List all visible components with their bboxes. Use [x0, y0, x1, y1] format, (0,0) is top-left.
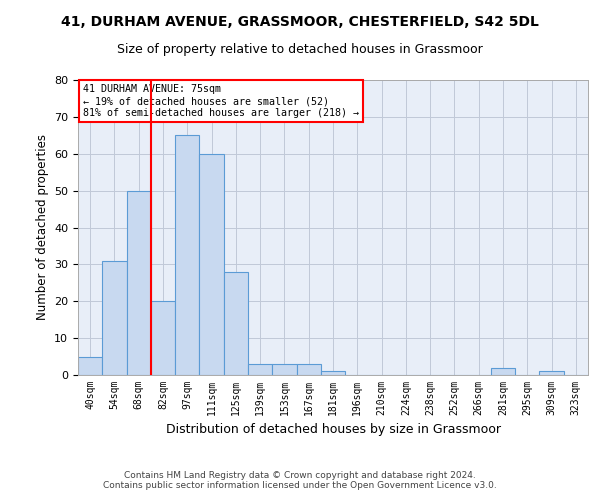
- Bar: [175, 136, 199, 375]
- Text: 41 DURHAM AVENUE: 75sqm
← 19% of detached houses are smaller (52)
81% of semi-de: 41 DURHAM AVENUE: 75sqm ← 19% of detache…: [83, 84, 359, 117]
- Y-axis label: Number of detached properties: Number of detached properties: [35, 134, 49, 320]
- Bar: [491, 368, 515, 375]
- Text: 41, DURHAM AVENUE, GRASSMOOR, CHESTERFIELD, S42 5DL: 41, DURHAM AVENUE, GRASSMOOR, CHESTERFIE…: [61, 15, 539, 29]
- Bar: [199, 154, 224, 375]
- Bar: [224, 272, 248, 375]
- Bar: [127, 190, 151, 375]
- Bar: [248, 364, 272, 375]
- Bar: [296, 364, 321, 375]
- Bar: [272, 364, 296, 375]
- Bar: [321, 372, 345, 375]
- Bar: [102, 260, 127, 375]
- Text: Size of property relative to detached houses in Grassmoor: Size of property relative to detached ho…: [117, 42, 483, 56]
- X-axis label: Distribution of detached houses by size in Grassmoor: Distribution of detached houses by size …: [166, 424, 500, 436]
- Text: Contains HM Land Registry data © Crown copyright and database right 2024.
Contai: Contains HM Land Registry data © Crown c…: [103, 470, 497, 490]
- Bar: [78, 356, 102, 375]
- Bar: [151, 301, 175, 375]
- Bar: [539, 372, 564, 375]
